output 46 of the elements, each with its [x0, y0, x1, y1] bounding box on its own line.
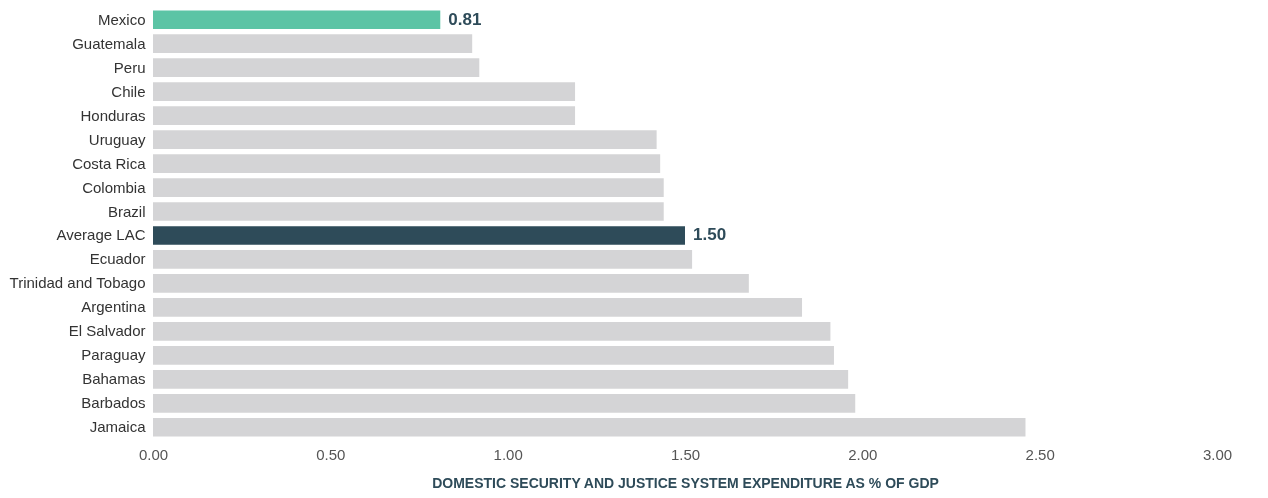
bar	[153, 345, 834, 365]
y-tick-label: Ecuador	[89, 250, 146, 268]
y-tick-label: Honduras	[80, 106, 146, 124]
bar	[153, 58, 480, 78]
x-tick-label: 1.50	[670, 445, 701, 463]
bar	[153, 202, 664, 221]
y-tick-label: Colombia	[82, 178, 147, 196]
y-tick-label: Paraguay	[81, 346, 146, 364]
bar	[153, 154, 661, 173]
x-axis-title: DOMESTIC SECURITY AND JUSTICE SYSTEM EXPENDITURE AS % OF GDP	[432, 474, 939, 491]
y-tick-label: Brazil	[107, 202, 146, 220]
y-tick-label: Jamaica	[89, 418, 147, 436]
x-tick-label: 0.00	[138, 445, 169, 463]
y-tick-label: El Salvador	[68, 322, 146, 340]
x-tick-label: 2.50	[1025, 445, 1055, 463]
bar	[153, 34, 473, 54]
x-tick-label: 2.00	[848, 445, 878, 463]
data-label: 0.81	[448, 9, 482, 29]
bar	[153, 274, 749, 293]
bar	[153, 322, 831, 341]
y-tick-label: Uruguay	[88, 130, 146, 148]
bar	[153, 82, 576, 102]
bar	[153, 106, 576, 125]
bar	[153, 298, 803, 317]
bar	[153, 250, 693, 269]
y-tick-label: Chile	[111, 82, 146, 100]
bar	[153, 226, 685, 245]
data-label: 1.50	[693, 225, 727, 245]
bar	[153, 130, 657, 149]
y-tick-label: Trinidad and Tobago	[9, 274, 146, 292]
y-tick-label: Average LAC	[56, 226, 146, 244]
bar	[153, 369, 849, 389]
y-tick-label: Barbados	[81, 394, 146, 412]
y-tick-label: Bahamas	[82, 370, 146, 388]
bar	[153, 10, 441, 30]
y-tick-label: Guatemala	[72, 34, 147, 52]
y-tick-label: Peru	[113, 58, 146, 76]
x-tick-label: 1.00	[493, 445, 523, 463]
y-tick-label: Mexico	[97, 10, 146, 28]
y-tick-label: Argentina	[81, 298, 147, 316]
bar	[153, 393, 856, 413]
bar	[153, 417, 1026, 437]
bar	[153, 178, 664, 197]
y-tick-label: Costa Rica	[72, 154, 147, 172]
x-tick-label: 3.00	[1202, 445, 1233, 463]
x-tick-label: 0.50	[316, 445, 346, 463]
